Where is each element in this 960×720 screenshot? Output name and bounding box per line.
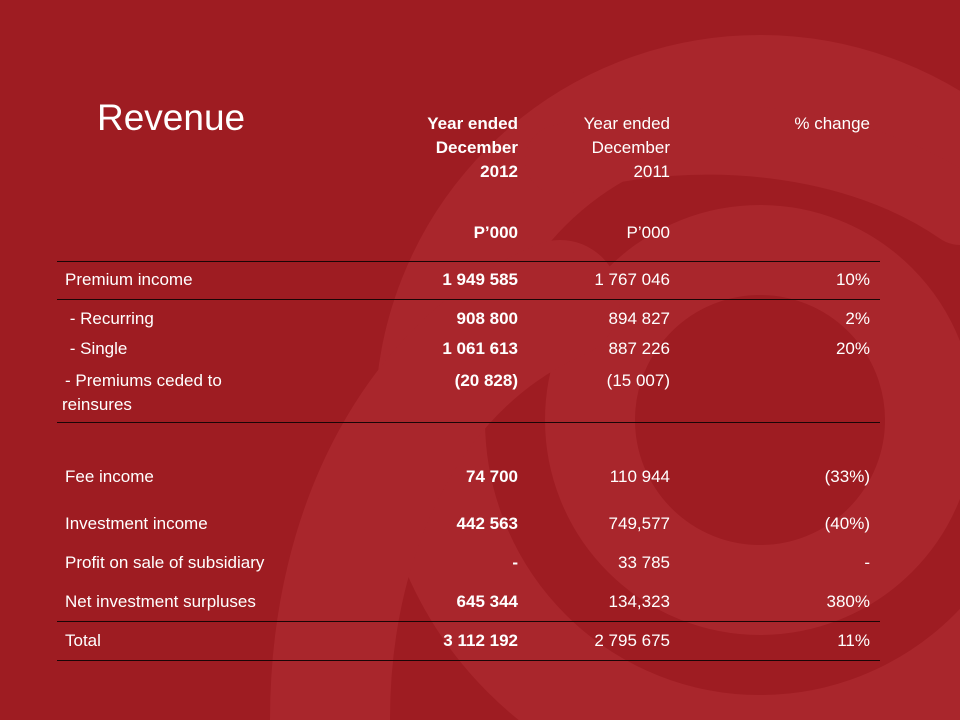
value-2011: 749,577 — [608, 514, 670, 533]
row-label: Investment income — [65, 514, 208, 533]
value-change: 380% — [826, 592, 870, 611]
value-2012: 3 112 192 — [443, 631, 518, 650]
header-2011-line-1: Year ended — [583, 114, 670, 133]
row-label-line-2: reinsures — [62, 395, 132, 414]
header-change-label: % change — [794, 114, 870, 133]
value-change: 2% — [845, 309, 870, 328]
value-2011: 2 795 675 — [594, 631, 670, 650]
divider-bottom — [57, 660, 880, 661]
row-label: - Premiums ceded to reinsures — [62, 369, 222, 417]
value-change: (33%) — [824, 467, 870, 486]
value-change: 20% — [835, 339, 870, 358]
value-2011: 1 767 046 — [594, 270, 670, 289]
row-label: Premium income — [65, 270, 193, 289]
value-2011: 33 785 — [618, 553, 670, 572]
row-label: Net investment surpluses — [65, 592, 256, 611]
divider-total — [57, 621, 880, 622]
column-header-2011: Year ended December 2011 — [584, 112, 670, 184]
unit-2012: P’000 — [473, 223, 518, 242]
row-label: Total — [65, 631, 101, 650]
value-2011: 134,323 — [608, 592, 670, 611]
value-2012: 1 061 613 — [442, 339, 518, 358]
unit-2011: P’000 — [626, 223, 670, 242]
column-header-2012: Year ended December 2012 — [427, 112, 518, 184]
value-change: (40%) — [824, 514, 870, 533]
row-label: Profit on sale of subsidiary — [65, 553, 265, 572]
row-label: - Recurring — [65, 309, 154, 328]
value-2012: 908 800 — [456, 309, 518, 328]
divider-top — [57, 261, 880, 262]
divider-premiums-block — [57, 422, 880, 423]
row-label: - Single — [65, 339, 128, 358]
row-label: Fee income — [65, 467, 154, 486]
header-2012-line-2: December — [435, 138, 518, 157]
value-2011: (15 007) — [606, 371, 670, 390]
header-2011-line-2: December — [591, 138, 670, 157]
value-2011: 887 226 — [608, 339, 670, 358]
header-2012-line-1: Year ended — [427, 114, 518, 133]
value-2012: 442 563 — [456, 514, 518, 533]
value-2012: (20 828) — [454, 371, 518, 390]
value-change: 10% — [835, 270, 870, 289]
value-change: - — [864, 553, 870, 572]
header-2011-line-3: 2011 — [633, 162, 670, 181]
value-2011: 110 944 — [609, 467, 670, 486]
value-2012: 1 949 585 — [442, 270, 518, 289]
column-header-change: % change — [794, 112, 870, 136]
value-2011: 894 827 — [608, 309, 670, 328]
value-2012: 645 344 — [456, 592, 518, 611]
slide-title: Revenue — [97, 97, 246, 138]
divider-premium — [57, 299, 880, 300]
value-2012: - — [512, 553, 518, 572]
value-2012: 74 700 — [466, 467, 518, 486]
value-change: 11% — [837, 631, 870, 650]
header-2012-line-3: 2012 — [480, 162, 518, 181]
row-label-line-1: - Premiums ceded to — [65, 371, 222, 390]
